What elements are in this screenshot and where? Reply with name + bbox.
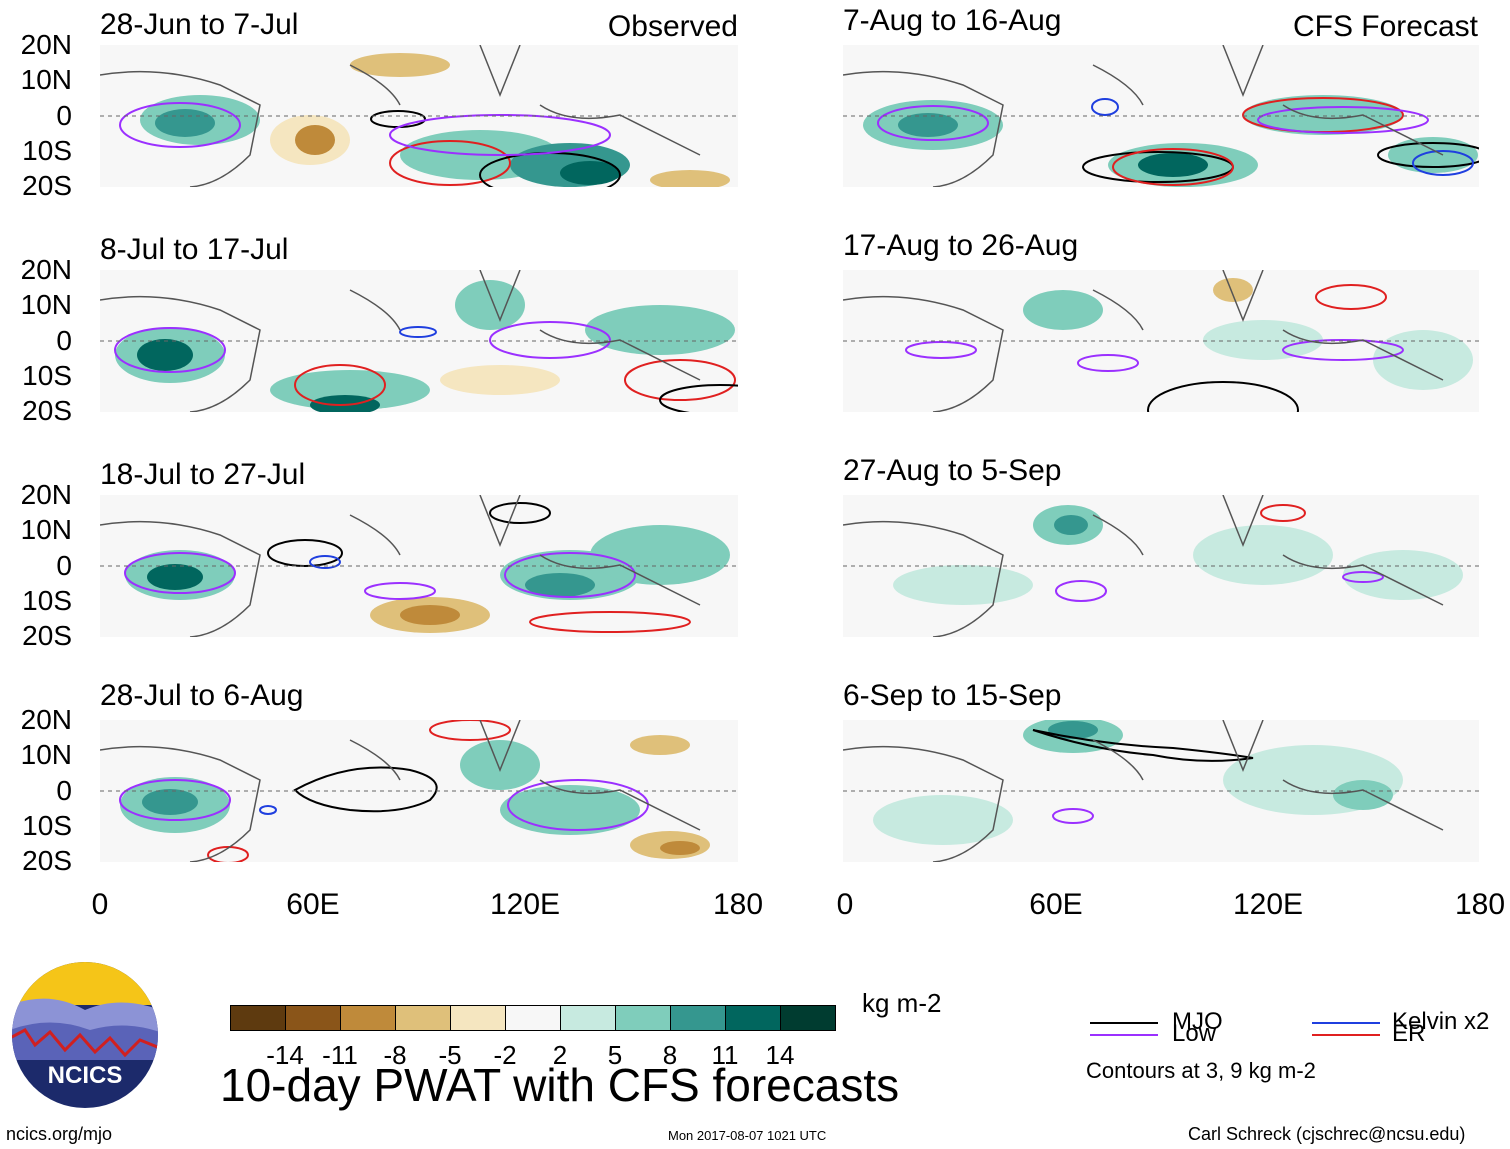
map-panel — [843, 45, 1479, 187]
colorbar-swatch — [341, 1006, 396, 1030]
legend-line-low — [1090, 1034, 1158, 1036]
map-panel — [843, 720, 1479, 862]
panel-title: 17-Aug to 26-Aug — [843, 229, 1079, 262]
colorbar-swatch — [231, 1006, 286, 1030]
y-tick: 20S — [22, 170, 72, 201]
logo-text: NCICS — [48, 1062, 123, 1089]
x-tick: 0 — [91, 888, 109, 921]
y-tick: 20N — [20, 479, 72, 510]
y-tick: 10N — [20, 64, 72, 95]
ncics-logo: NCICS — [12, 962, 158, 1108]
legend-label: MJO — [1172, 1008, 1223, 1035]
colorbar-swatch — [616, 1006, 671, 1030]
y-tick: 0 — [56, 775, 72, 806]
colorbar-swatch — [671, 1006, 726, 1030]
panel-title: 28-Jun to 7-Jul — [100, 8, 299, 41]
colorbar-swatch — [726, 1006, 781, 1030]
legend-line-mjo — [1090, 1022, 1158, 1024]
y-tick: 10N — [20, 739, 72, 770]
y-tick: 20N — [20, 29, 72, 60]
colorbar-units: kg m-2 — [862, 988, 942, 1018]
panel-title: 8-Jul to 17-Jul — [100, 233, 289, 266]
colorbar-label: -8 — [383, 1040, 407, 1070]
y-tick: 10S — [22, 135, 72, 166]
colorbar — [230, 1005, 836, 1031]
footer-credit: Carl Schreck (cjschrec@ncsu.edu) — [1188, 1124, 1466, 1144]
x-tick: 120E — [1232, 888, 1304, 921]
map-panel — [100, 495, 738, 637]
colorbar-label: 14 — [765, 1040, 795, 1070]
panel-title: 27-Aug to 5-Sep — [843, 454, 1062, 487]
panel-title: 18-Jul to 27-Jul — [100, 458, 306, 491]
colorbar-swatch — [506, 1006, 561, 1030]
y-tick: 10S — [22, 810, 72, 841]
colorbar-swatch — [561, 1006, 616, 1030]
y-tick: 20S — [22, 395, 72, 426]
x-tick: 60E — [286, 888, 340, 921]
y-tick: 0 — [56, 325, 72, 356]
x-tick: 180 — [1454, 888, 1506, 921]
map-panel — [100, 270, 738, 412]
legend-label: Kelvin x2 — [1392, 1008, 1490, 1035]
map-panel — [100, 720, 738, 862]
footer-timestamp: Mon 2017-08-07 1021 UTC — [668, 1128, 827, 1143]
y-tick: 10N — [20, 289, 72, 320]
map-panel — [843, 270, 1479, 412]
colorbar-swatch — [286, 1006, 341, 1030]
x-tick: 180 — [712, 888, 764, 921]
y-tick: 0 — [56, 100, 72, 131]
y-tick: 10S — [22, 360, 72, 391]
y-tick: 10S — [22, 585, 72, 616]
colorbar-label: -11 — [322, 1040, 358, 1070]
x-tick: 60E — [1029, 888, 1083, 921]
colorbar-swatch — [781, 1006, 835, 1030]
y-tick: 20S — [22, 845, 72, 876]
y-tick: 20N — [20, 704, 72, 735]
colorbar-label: 11 — [711, 1040, 739, 1070]
colorbar-label: -2 — [493, 1040, 517, 1070]
panel-title: 7-Aug to 16-Aug — [843, 4, 1062, 37]
colorbar-swatch — [396, 1006, 451, 1030]
observed-label: Observed — [607, 10, 738, 43]
map-panel — [843, 495, 1479, 637]
panel-title: 6-Sep to 15-Sep — [843, 679, 1062, 712]
colorbar-label: 5 — [607, 1040, 623, 1070]
colorbar-label: 8 — [662, 1040, 678, 1070]
x-tick: 0 — [836, 888, 854, 921]
y-tick: 0 — [56, 550, 72, 581]
main-title: 10-day PWAT with CFS forecasts — [220, 1059, 900, 1111]
legend-line-kelvin — [1312, 1022, 1380, 1024]
colorbar-label: -5 — [438, 1040, 462, 1070]
colorbar-label: 2 — [552, 1040, 568, 1070]
legend-label: ER — [1392, 1020, 1426, 1047]
colorbar-swatch — [451, 1006, 506, 1030]
x-tick: 120E — [489, 888, 561, 921]
y-tick: 20N — [20, 254, 72, 285]
cfs-forecast-label: CFS Forecast — [1292, 10, 1478, 43]
legend-note: Contours at 3, 9 kg m-2 — [1086, 1058, 1316, 1083]
map-panel — [100, 45, 738, 187]
colorbar-label: -14 — [266, 1040, 304, 1070]
panel-title: 28-Jul to 6-Aug — [100, 679, 304, 712]
legend-line-er — [1312, 1034, 1380, 1036]
y-tick: 10N — [20, 514, 72, 545]
y-tick: 20S — [22, 620, 72, 651]
legend-label: Low — [1172, 1020, 1217, 1047]
footer-url[interactable]: ncics.org/mjo — [6, 1124, 113, 1144]
